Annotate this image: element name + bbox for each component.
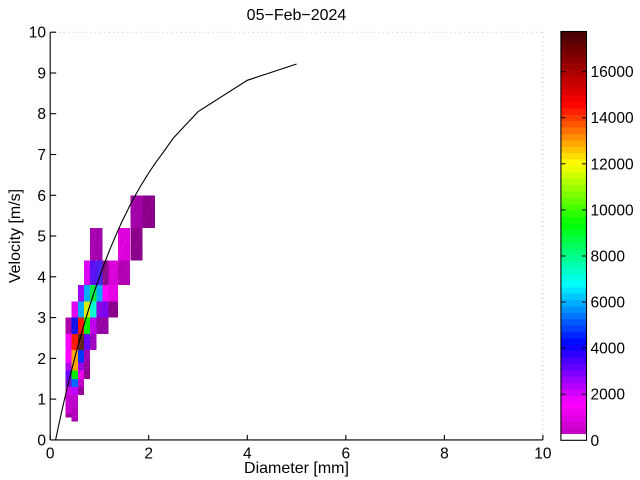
svg-text:6: 6	[37, 188, 46, 205]
svg-text:14000: 14000	[591, 110, 634, 127]
svg-text:0: 0	[46, 446, 55, 463]
svg-text:Velocity [m/s]: Velocity [m/s]	[7, 189, 24, 283]
svg-text:2: 2	[144, 446, 153, 463]
svg-text:4000: 4000	[591, 341, 626, 358]
svg-text:4: 4	[37, 269, 46, 286]
svg-text:4: 4	[243, 446, 252, 463]
svg-text:10: 10	[534, 446, 552, 463]
svg-text:7: 7	[37, 147, 46, 164]
svg-text:2: 2	[37, 351, 46, 368]
svg-text:5: 5	[37, 229, 46, 246]
svg-text:8: 8	[37, 106, 46, 123]
svg-text:Diameter [mm]: Diameter [mm]	[244, 460, 349, 477]
svg-text:16000: 16000	[591, 64, 634, 81]
svg-text:9: 9	[37, 66, 46, 83]
svg-text:1: 1	[37, 392, 46, 409]
svg-text:3: 3	[37, 310, 46, 327]
svg-text:10: 10	[29, 25, 47, 42]
svg-text:8: 8	[440, 446, 449, 463]
svg-text:0: 0	[591, 433, 600, 450]
svg-text:0: 0	[37, 432, 46, 449]
svg-text:10000: 10000	[591, 202, 634, 219]
svg-text:12000: 12000	[591, 156, 634, 173]
svg-text:2000: 2000	[591, 387, 626, 404]
svg-text:6000: 6000	[591, 295, 626, 312]
svg-text:8000: 8000	[591, 249, 626, 266]
svg-text:05−Feb−2024: 05−Feb−2024	[247, 7, 347, 24]
svg-text:6: 6	[341, 446, 350, 463]
